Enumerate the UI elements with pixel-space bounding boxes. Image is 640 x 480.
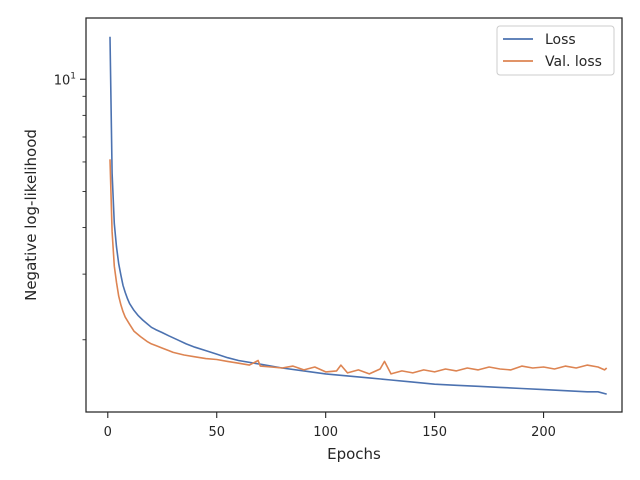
x-tick-label: 150: [422, 425, 447, 440]
x-tick-label: 100: [313, 425, 338, 440]
legend-label-1: Val. loss: [545, 54, 602, 70]
series-layer: [109, 36, 608, 395]
y-tick-label: 101: [54, 71, 76, 88]
legend: Loss Val. loss: [496, 25, 615, 76]
x-axis-label: Epochs: [327, 445, 381, 463]
x-ticks: 0 50 100 150 200: [104, 412, 556, 440]
plot-background: [86, 18, 622, 412]
series-line-0: [109, 36, 607, 395]
legend-label-0: Loss: [545, 32, 576, 48]
plot-frame: [85, 17, 623, 413]
x-tick-label: 0: [104, 425, 112, 440]
y-ticks: 101: [54, 71, 86, 341]
x-tick-label: 50: [208, 425, 225, 440]
x-tick-label: 200: [531, 425, 556, 440]
y-axis-label: Negative log-likelihood: [22, 129, 40, 301]
series-line-1: [109, 159, 608, 375]
